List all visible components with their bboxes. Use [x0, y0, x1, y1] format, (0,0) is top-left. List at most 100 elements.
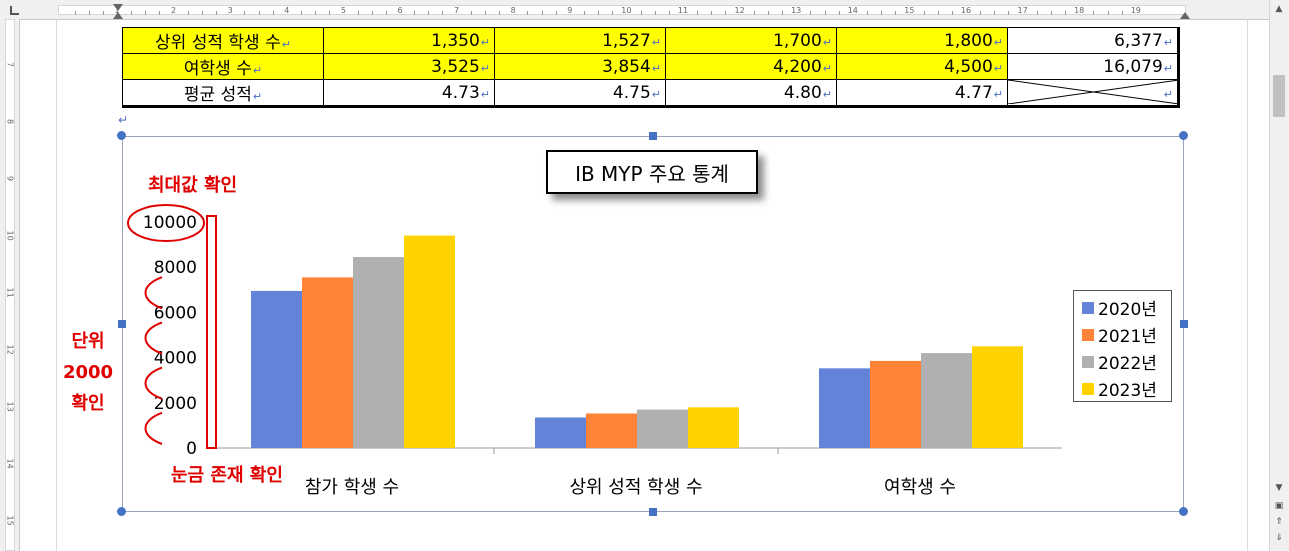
bar[interactable]: [586, 413, 637, 448]
ruler-tick: [824, 11, 826, 15]
value-cell[interactable]: 1,350↵: [323, 27, 495, 54]
bar[interactable]: [921, 353, 972, 448]
resize-handle-bottom-right[interactable]: [1179, 507, 1188, 516]
cell-text: 여학생 수: [183, 59, 252, 79]
value-cell[interactable]: 3,854↵: [494, 53, 666, 80]
cell-paragraph-mark: ↵: [252, 90, 263, 103]
ruler-tick: [598, 11, 600, 15]
category-label: 여학생 수: [884, 477, 956, 498]
bar[interactable]: [302, 277, 353, 448]
right-indent-marker[interactable]: [1180, 12, 1190, 19]
left-indent-marker[interactable]: [113, 4, 123, 11]
row-label-cell[interactable]: 평균 성적↵: [122, 79, 324, 108]
tab-type-icon[interactable]: [10, 6, 19, 15]
cell-text: 4,500: [944, 56, 993, 77]
resize-handle-top-right[interactable]: [1179, 131, 1188, 140]
annotation-unit-check: 단위 2000 확인: [62, 326, 114, 419]
bar[interactable]: [535, 417, 586, 448]
ruler-tick: [612, 11, 614, 15]
resize-handle-top[interactable]: [649, 132, 657, 140]
bar[interactable]: [688, 407, 739, 448]
value-cell[interactable]: 4,500↵: [836, 53, 1008, 80]
legend-item[interactable]: 2022년: [1082, 348, 1171, 375]
horizontal-ruler[interactable]: 1 2 3 4 5 6 7 8 9 10 11 12 13 14 15 16 17 18 19: [0, 0, 1270, 20]
resize-handle-right[interactable]: [1180, 320, 1188, 328]
value-cell[interactable]: 4.77↵: [836, 79, 1008, 108]
cell-paragraph-mark: ↵: [651, 35, 661, 49]
statistics-table[interactable]: 상위 성적 학생 수↵ 1,350↵ 1,527↵ 1,700↵ 1,800↵ 6,377…: [122, 27, 1180, 108]
scrollbar-thumb[interactable]: [1273, 75, 1285, 117]
legend-swatch: [1082, 301, 1094, 314]
ruler-number: 17: [1017, 6, 1028, 15]
bar[interactable]: [637, 409, 688, 448]
resize-handle-left[interactable]: [118, 320, 126, 328]
bar[interactable]: [870, 360, 921, 448]
legend-label: 2022년: [1098, 354, 1157, 374]
value-cell[interactable]: 1,527↵: [494, 27, 666, 54]
ruler-number: 6: [397, 6, 403, 15]
previous-page-icon[interactable]: ⇑: [1275, 517, 1283, 527]
table-row: 상위 성적 학생 수↵ 1,350↵ 1,527↵ 1,700↵ 1,800↵ 6,377…: [122, 27, 1179, 54]
resize-handle-bottom-left[interactable]: [117, 507, 126, 516]
ruler-tick: [767, 11, 769, 15]
value-cell[interactable]: 4.80↵: [665, 79, 837, 108]
scroll-up-icon[interactable]: ▲: [1275, 4, 1283, 14]
ruler-track[interactable]: [58, 5, 1186, 15]
max-value-circle: [127, 204, 205, 242]
value-cell[interactable]: 4,200↵: [665, 53, 837, 80]
ruler-tick: [1050, 11, 1052, 15]
total-cell[interactable]: ↵: [1007, 79, 1179, 108]
chart-legend[interactable]: 2020년 2021년 2022년 2023년: [1073, 290, 1172, 402]
hanging-indent-marker[interactable]: [113, 12, 123, 19]
total-cell[interactable]: 16,079↵: [1007, 53, 1179, 80]
unit-interval-arc: [144, 411, 163, 445]
bar[interactable]: [404, 235, 455, 448]
value-cell[interactable]: 4.75↵: [494, 79, 666, 108]
bar[interactable]: [819, 368, 870, 448]
bar[interactable]: [353, 257, 404, 448]
cell-paragraph-mark: ↵: [822, 87, 832, 101]
value-cell[interactable]: 3,525↵: [323, 53, 495, 80]
cell-text: 3,854: [602, 56, 651, 77]
ruler-tick: [1008, 11, 1010, 15]
ruler-tick: [838, 11, 840, 15]
value-cell[interactable]: 4.73↵: [323, 79, 495, 108]
ruler-tick: [555, 11, 557, 15]
ruler-tick: [216, 11, 218, 15]
resize-handle-top-left[interactable]: [117, 131, 126, 140]
legend-item[interactable]: 2020년: [1082, 294, 1171, 321]
value-cell[interactable]: 1,800↵: [836, 27, 1008, 54]
legend-item[interactable]: 2023년: [1082, 375, 1171, 402]
ruler-number: 19: [1130, 6, 1141, 15]
bar[interactable]: [972, 346, 1023, 448]
bar[interactable]: [251, 290, 302, 448]
next-page-icon[interactable]: ⇓: [1275, 533, 1283, 543]
cell-paragraph-mark: ↵: [993, 35, 1003, 49]
ruler-tick: [1093, 11, 1095, 15]
cell-paragraph-mark: ↵: [480, 87, 490, 101]
legend-item[interactable]: 2021년: [1082, 321, 1171, 348]
vertical-ruler[interactable]: 7 8 9 10 11 12 13 14 15: [0, 19, 20, 551]
vertical-scrollbar[interactable]: ▲ ▼ ▣ ⇑ ⇓: [1269, 0, 1289, 551]
cell-paragraph-mark: ↵: [822, 35, 832, 49]
annotation-unit-line: 2000: [62, 362, 114, 383]
resize-handle-bottom[interactable]: [649, 508, 657, 516]
row-label-cell[interactable]: 여학생 수↵: [122, 53, 324, 80]
ruler-number: 16: [960, 6, 972, 15]
page-view-icon[interactable]: ▣: [1274, 501, 1284, 511]
ruler-tick: [244, 11, 246, 15]
row-label-cell[interactable]: 상위 성적 학생 수↵: [122, 27, 324, 54]
annotation-tick-check: 눈금 존재 확인: [171, 465, 283, 486]
scroll-down-icon[interactable]: ▼: [1275, 483, 1283, 493]
chart-title[interactable]: IB MYP 주요 통계: [546, 150, 758, 194]
ruler-tick: [697, 11, 699, 15]
chart-title-text: IB MYP 주요 통계: [575, 161, 729, 186]
cell-paragraph-mark: ↵: [651, 87, 661, 101]
paragraph-mark: ↵: [118, 113, 129, 127]
ruler-number: 13: [791, 6, 802, 15]
ruler-number: 15: [904, 6, 915, 15]
cell-text: 4.75: [612, 82, 651, 103]
ruler-tick: [499, 11, 501, 15]
cell-paragraph-mark: ↵: [1163, 35, 1173, 49]
